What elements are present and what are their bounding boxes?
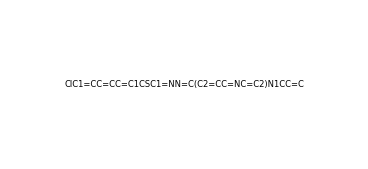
Text: ClC1=CC=CC=C1CSC1=NN=C(C2=CC=NC=C2)N1CC=C: ClC1=CC=CC=C1CSC1=NN=C(C2=CC=NC=C2)N1CC=…	[64, 80, 304, 89]
